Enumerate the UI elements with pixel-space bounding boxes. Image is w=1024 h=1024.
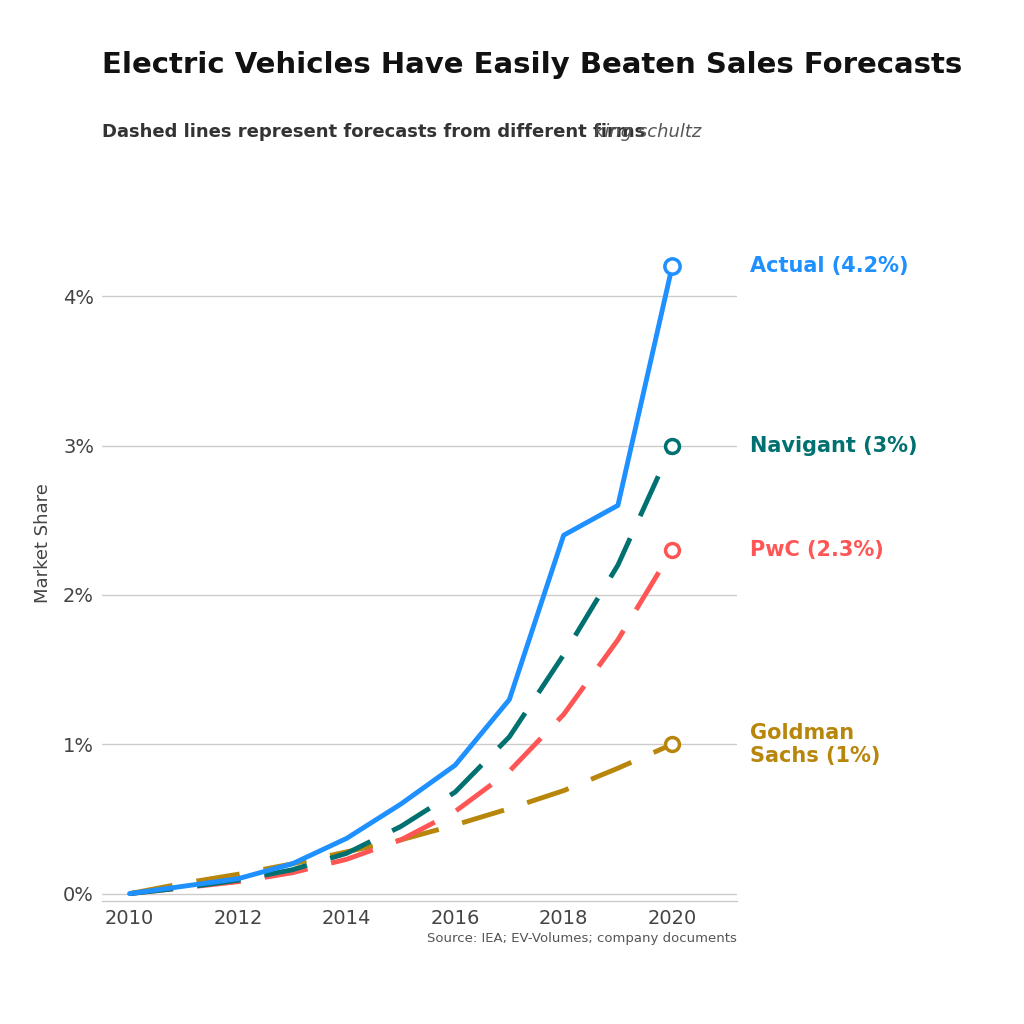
Text: Goldman
Sachs (1%): Goldman Sachs (1%) xyxy=(750,723,881,766)
Text: Actual (4.2%): Actual (4.2%) xyxy=(750,256,908,276)
Text: Navigant (3%): Navigant (3%) xyxy=(750,435,918,456)
Text: Electric Vehicles Have Easily Beaten Sales Forecasts: Electric Vehicles Have Easily Beaten Sal… xyxy=(102,51,963,79)
Text: PwC (2.3%): PwC (2.3%) xyxy=(750,541,884,560)
Text: Dashed lines represent forecasts from different firms: Dashed lines represent forecasts from di… xyxy=(102,123,646,141)
Text: king schultz: king schultz xyxy=(594,123,701,141)
Y-axis label: Market Share: Market Share xyxy=(34,482,52,603)
Text: Source: IEA; EV-Volumes; company documents: Source: IEA; EV-Volumes; company documen… xyxy=(427,932,737,945)
